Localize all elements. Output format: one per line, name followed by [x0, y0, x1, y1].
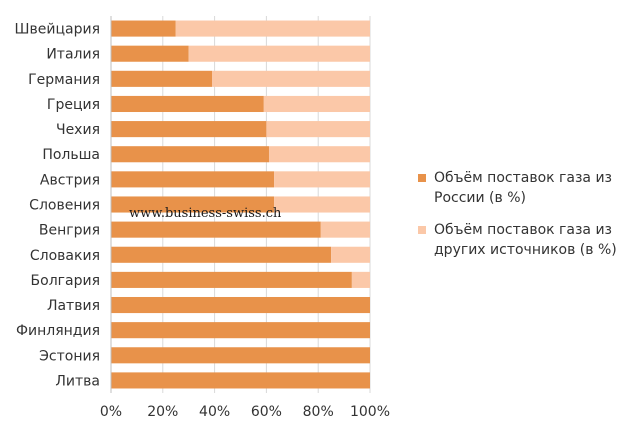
bar-segment-other	[351, 271, 370, 288]
bar-segment-other	[320, 221, 370, 238]
y-tick-label: Словакия	[30, 248, 100, 264]
watermark: www.business-swiss.ch	[129, 206, 282, 221]
legend-item-russia: Объём поставок газа из России (в %)	[418, 168, 638, 208]
bar-segment-russia	[111, 146, 269, 163]
bar-segment-russia	[111, 171, 275, 188]
y-tick-label: Австрия	[40, 172, 100, 188]
bar-segment-russia	[111, 271, 352, 288]
bar-segment-other	[274, 196, 370, 213]
bar-segment-other	[212, 70, 370, 87]
bar-segment-russia	[111, 70, 213, 87]
y-tick-label: Германия	[28, 72, 100, 88]
legend-swatch-other	[418, 226, 426, 234]
bar-segment-russia	[111, 121, 267, 138]
y-tick-label: Литва	[55, 373, 100, 389]
bar-segment-russia	[111, 196, 275, 213]
x-tick-label: 80%	[303, 404, 334, 420]
legend: Объём поставок газа из России (в %) Объё…	[418, 168, 638, 272]
bar-segment-russia	[111, 20, 176, 37]
bar-segment-russia	[111, 45, 189, 62]
y-tick-label: Чехия	[56, 122, 100, 138]
x-tick-label: 20%	[147, 404, 178, 420]
bar-segment-russia	[111, 95, 264, 113]
y-tick-label: Польша	[42, 147, 100, 163]
bar-segment-russia	[111, 296, 370, 314]
x-tick-label: 60%	[251, 404, 282, 420]
legend-label-russia: Объём поставок газа из России (в %)	[434, 170, 612, 206]
bar-segment-russia	[111, 246, 332, 263]
y-tick-label: Эстония	[39, 348, 100, 364]
bar-segment-russia	[111, 347, 370, 364]
bar-segment-russia	[111, 322, 370, 339]
x-tick-label: 40%	[199, 404, 230, 420]
x-tick-label: 0%	[100, 404, 122, 420]
bar-segment-other	[274, 171, 370, 188]
x-tick-label: 100%	[350, 404, 390, 420]
y-tick-label: Словения	[29, 198, 100, 214]
bar-segment-other	[263, 95, 370, 113]
y-tick-label: Венгрия	[39, 223, 100, 239]
y-tick-label: Болгария	[31, 273, 100, 289]
y-tick-label: Швейцария	[15, 22, 100, 38]
y-tick-label: Италия	[46, 47, 100, 63]
legend-label-other: Объём поставок газа из других источников…	[434, 222, 617, 258]
y-tick-label: Латвия	[47, 298, 100, 314]
bar-segment-russia	[111, 221, 321, 238]
y-tick-label: Финляндия	[16, 323, 100, 339]
bar-segment-russia	[111, 372, 370, 389]
legend-item-other: Объём поставок газа из других источников…	[418, 220, 638, 260]
legend-swatch-russia	[418, 174, 426, 182]
bar-segment-other	[268, 146, 370, 163]
y-tick-label: Греция	[47, 97, 100, 113]
bar-segment-other	[188, 45, 370, 62]
bar-segment-other	[175, 20, 370, 37]
bar-segment-other	[331, 246, 370, 263]
bar-segment-other	[266, 121, 370, 138]
